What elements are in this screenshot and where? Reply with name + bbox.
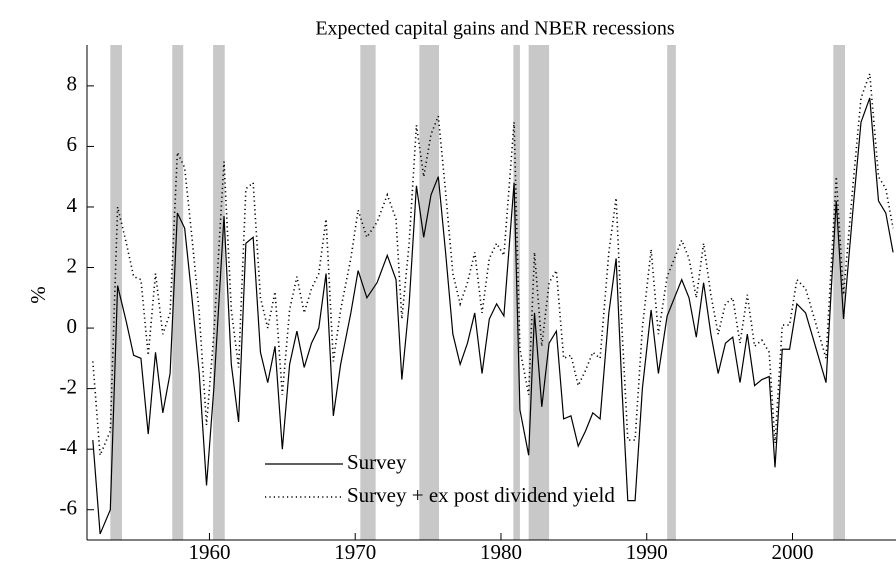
y-tick-label: -4 — [60, 435, 78, 459]
series-line — [92, 97, 894, 535]
x-tick-label: 1990 — [626, 540, 668, 564]
y-tick-label: 2 — [67, 253, 78, 277]
recession-band — [360, 45, 376, 540]
recession-band — [110, 45, 122, 540]
y-tick-label: -6 — [60, 496, 78, 520]
x-tick-label: 2000 — [772, 540, 814, 564]
y-tick-label: -2 — [60, 374, 78, 398]
legend: Survey Survey + ex post dividend yield — [265, 450, 615, 507]
y-tick-label: 8 — [67, 72, 78, 96]
y-tick-label: 6 — [67, 132, 78, 156]
y-tick-label: 0 — [67, 314, 78, 338]
recession-band — [667, 45, 676, 540]
y-tick-label: 4 — [67, 193, 78, 217]
x-tick-label: 1980 — [480, 540, 522, 564]
recession-bands — [110, 45, 845, 540]
recession-band — [833, 45, 845, 540]
y-axis-label: % — [26, 286, 50, 304]
legend-label: Survey — [347, 450, 407, 474]
legend-label: Survey + ex post dividend yield — [347, 483, 615, 507]
x-tick-label: 1970 — [334, 540, 376, 564]
recession-band — [419, 45, 440, 540]
chart-title: Expected capital gains and NBER recessio… — [315, 18, 675, 40]
recession-band — [528, 45, 550, 540]
recession-band — [172, 45, 184, 540]
x-tick-label: 1960 — [188, 540, 230, 564]
